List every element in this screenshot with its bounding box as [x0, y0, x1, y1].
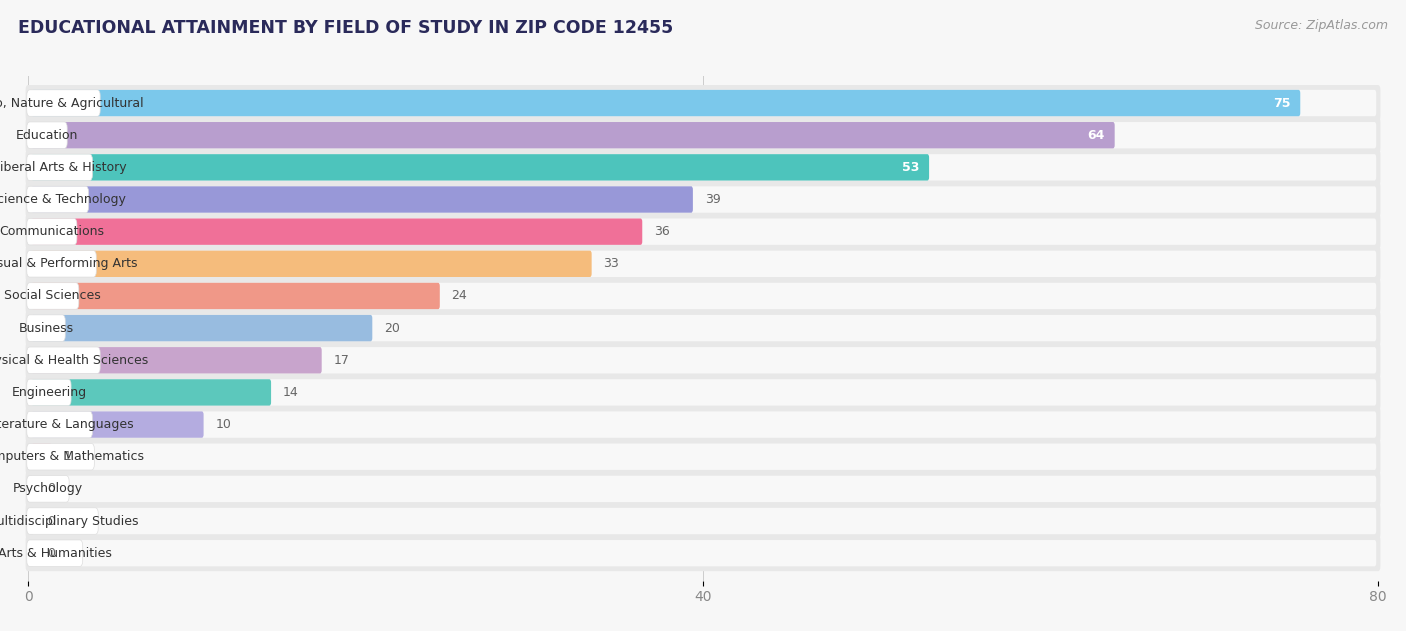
Text: 64: 64 — [1087, 129, 1105, 142]
FancyBboxPatch shape — [31, 315, 373, 341]
FancyBboxPatch shape — [31, 347, 322, 374]
FancyBboxPatch shape — [31, 347, 1376, 374]
FancyBboxPatch shape — [27, 444, 94, 470]
FancyBboxPatch shape — [25, 374, 1381, 410]
FancyBboxPatch shape — [27, 251, 96, 277]
FancyBboxPatch shape — [31, 540, 1376, 567]
Text: Visual & Performing Arts: Visual & Performing Arts — [0, 257, 138, 270]
Text: 0: 0 — [46, 482, 55, 495]
FancyBboxPatch shape — [25, 117, 1381, 153]
FancyBboxPatch shape — [25, 246, 1381, 282]
FancyBboxPatch shape — [31, 508, 1376, 534]
FancyBboxPatch shape — [31, 186, 1376, 213]
Text: Psychology: Psychology — [13, 482, 83, 495]
FancyBboxPatch shape — [31, 315, 1376, 341]
Text: 14: 14 — [283, 386, 298, 399]
FancyBboxPatch shape — [27, 379, 72, 406]
FancyBboxPatch shape — [25, 342, 1381, 378]
Text: Multidisciplinary Studies: Multidisciplinary Studies — [0, 514, 139, 528]
FancyBboxPatch shape — [25, 535, 1381, 571]
Text: 33: 33 — [603, 257, 619, 270]
FancyBboxPatch shape — [25, 182, 1381, 218]
FancyBboxPatch shape — [25, 310, 1381, 346]
FancyBboxPatch shape — [27, 508, 98, 534]
FancyBboxPatch shape — [31, 90, 1376, 116]
FancyBboxPatch shape — [27, 186, 89, 213]
Text: 1: 1 — [63, 451, 72, 463]
Text: 75: 75 — [1272, 97, 1291, 110]
Text: Science & Technology: Science & Technology — [0, 193, 127, 206]
FancyBboxPatch shape — [31, 283, 440, 309]
Text: 36: 36 — [654, 225, 669, 238]
Text: Computers & Mathematics: Computers & Mathematics — [0, 451, 143, 463]
FancyBboxPatch shape — [25, 214, 1381, 250]
Text: Communications: Communications — [0, 225, 104, 238]
Text: Social Sciences: Social Sciences — [4, 290, 101, 302]
FancyBboxPatch shape — [31, 411, 204, 438]
FancyBboxPatch shape — [31, 444, 1376, 470]
FancyBboxPatch shape — [27, 90, 100, 116]
FancyBboxPatch shape — [31, 411, 1376, 438]
FancyBboxPatch shape — [31, 122, 1115, 148]
FancyBboxPatch shape — [25, 439, 1381, 475]
Text: 20: 20 — [384, 322, 399, 334]
FancyBboxPatch shape — [25, 85, 1381, 121]
FancyBboxPatch shape — [27, 315, 65, 341]
FancyBboxPatch shape — [31, 218, 1376, 245]
Text: Business: Business — [18, 322, 73, 334]
FancyBboxPatch shape — [27, 218, 77, 245]
FancyBboxPatch shape — [25, 406, 1381, 442]
Text: EDUCATIONAL ATTAINMENT BY FIELD OF STUDY IN ZIP CODE 12455: EDUCATIONAL ATTAINMENT BY FIELD OF STUDY… — [18, 19, 673, 37]
Text: Engineering: Engineering — [11, 386, 87, 399]
FancyBboxPatch shape — [27, 476, 69, 502]
FancyBboxPatch shape — [25, 278, 1381, 314]
FancyBboxPatch shape — [31, 218, 643, 245]
FancyBboxPatch shape — [31, 283, 1376, 309]
Text: 0: 0 — [46, 546, 55, 560]
FancyBboxPatch shape — [27, 411, 93, 438]
FancyBboxPatch shape — [31, 154, 1376, 180]
FancyBboxPatch shape — [31, 186, 693, 213]
FancyBboxPatch shape — [31, 444, 52, 470]
FancyBboxPatch shape — [31, 379, 1376, 406]
Text: 39: 39 — [704, 193, 720, 206]
Text: Education: Education — [15, 129, 79, 142]
FancyBboxPatch shape — [27, 540, 83, 567]
Text: Source: ZipAtlas.com: Source: ZipAtlas.com — [1254, 19, 1388, 32]
Text: 10: 10 — [215, 418, 231, 431]
Text: 53: 53 — [901, 161, 920, 174]
FancyBboxPatch shape — [31, 154, 929, 180]
Text: Bio, Nature & Agricultural: Bio, Nature & Agricultural — [0, 97, 143, 110]
FancyBboxPatch shape — [31, 476, 1376, 502]
FancyBboxPatch shape — [25, 503, 1381, 539]
Text: 17: 17 — [333, 354, 349, 367]
FancyBboxPatch shape — [27, 122, 67, 148]
FancyBboxPatch shape — [27, 347, 100, 374]
Text: 24: 24 — [451, 290, 467, 302]
FancyBboxPatch shape — [25, 471, 1381, 507]
FancyBboxPatch shape — [31, 251, 592, 277]
Text: Literature & Languages: Literature & Languages — [0, 418, 134, 431]
Text: Liberal Arts & History: Liberal Arts & History — [0, 161, 127, 174]
Text: Physical & Health Sciences: Physical & Health Sciences — [0, 354, 148, 367]
FancyBboxPatch shape — [31, 379, 271, 406]
Text: Arts & Humanities: Arts & Humanities — [0, 546, 111, 560]
Text: 0: 0 — [46, 514, 55, 528]
FancyBboxPatch shape — [27, 154, 93, 180]
FancyBboxPatch shape — [31, 90, 1301, 116]
FancyBboxPatch shape — [27, 283, 79, 309]
FancyBboxPatch shape — [31, 251, 1376, 277]
FancyBboxPatch shape — [31, 122, 1376, 148]
FancyBboxPatch shape — [25, 150, 1381, 186]
